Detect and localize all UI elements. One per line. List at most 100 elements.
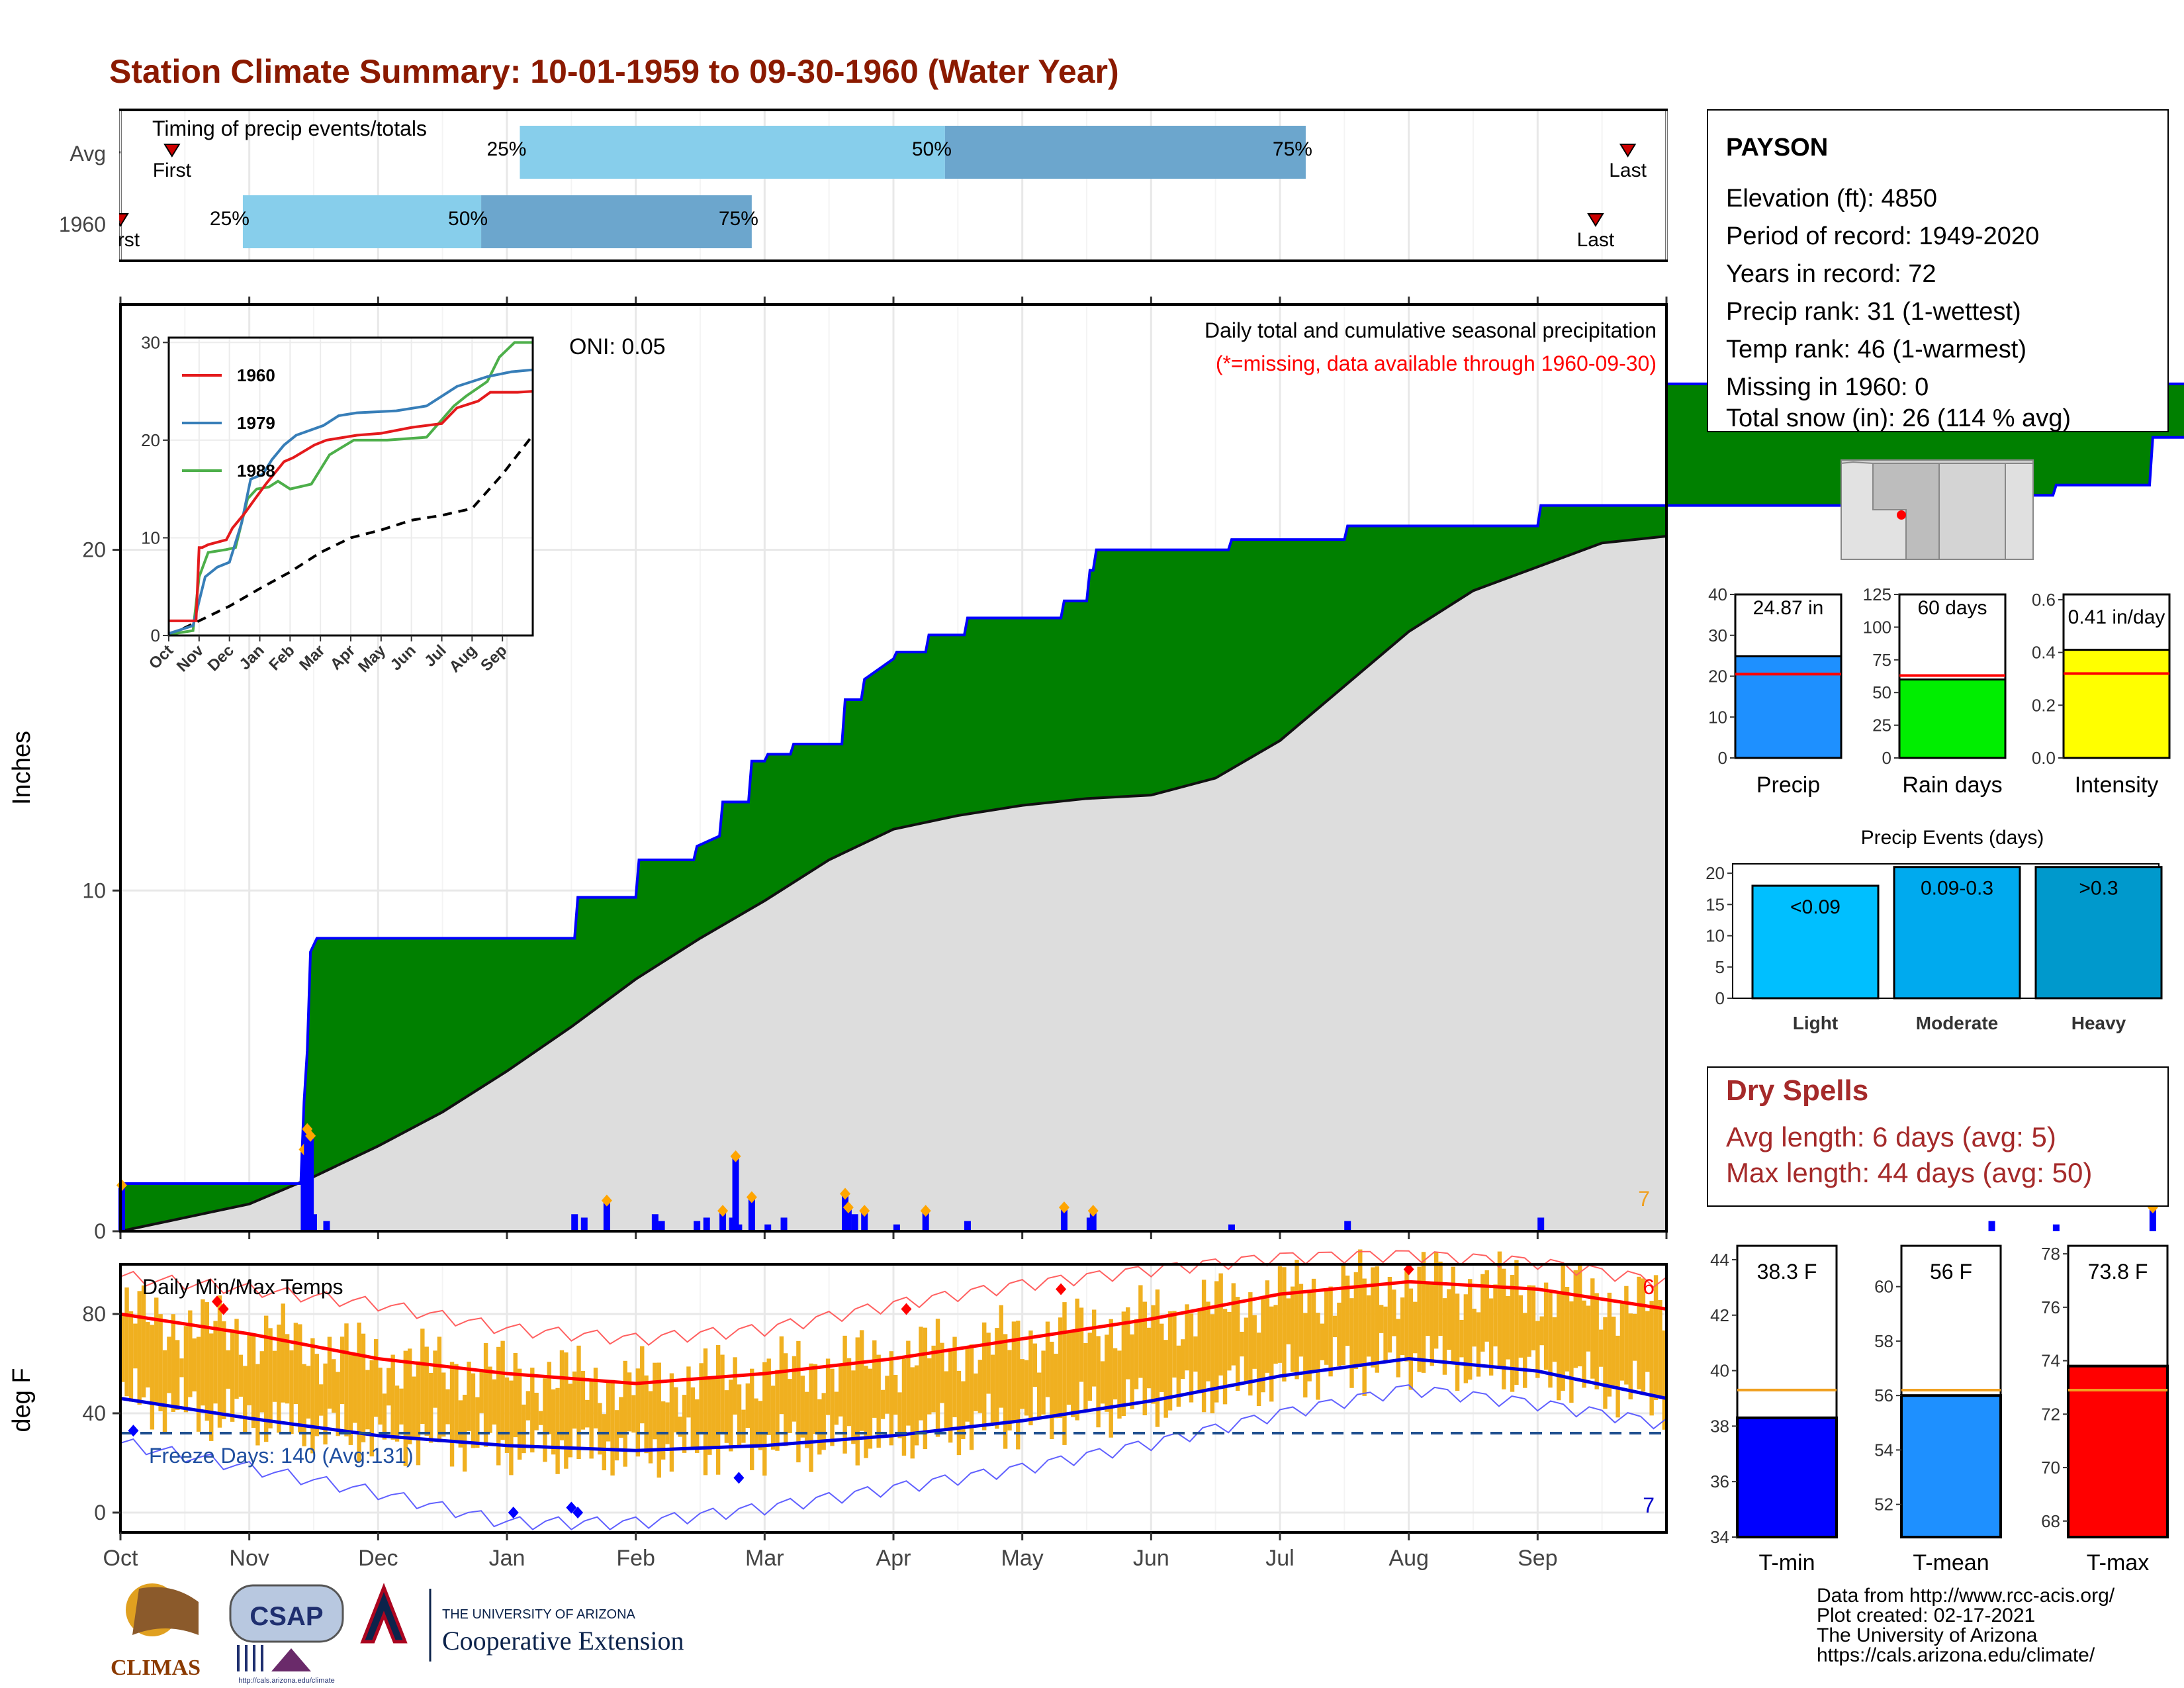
month-label: Sep	[1518, 1546, 1558, 1571]
daily-temp-bar	[665, 1402, 670, 1444]
daily-temp-bar	[1011, 1321, 1017, 1422]
temp-summary-charts: 34 36 38 40 42 44 38.3 F T-min 52 54 56 58 60 56 F T-m…	[1710, 1244, 2169, 1575]
daily-temp-bar	[1438, 1261, 1443, 1336]
daily-temp-bar	[1387, 1276, 1392, 1353]
daily-precip-bar	[732, 1156, 739, 1231]
summary-y-tick-label: 0.6	[2032, 590, 2056, 610]
daily-temp-bar	[927, 1358, 932, 1415]
daily-temp-bar	[1290, 1286, 1295, 1372]
daily-temp-bar	[952, 1336, 957, 1417]
inset-y-tick-label: 10	[141, 528, 160, 547]
daily-temp-bar	[682, 1395, 687, 1453]
dry-spells-title: Dry Spells	[1726, 1074, 1868, 1107]
daily-temp-bar	[318, 1384, 324, 1416]
daily-temp-bar	[1160, 1323, 1164, 1392]
summary-y-tick-label: 0	[1882, 748, 1891, 768]
timing-pct-label: 25%	[210, 208, 250, 230]
daily-temp-bar	[660, 1401, 666, 1460]
daily-temp-bar	[365, 1370, 370, 1430]
station-temp-rank: Temp rank: 46 (1-warmest)	[1726, 336, 2026, 363]
summary-y-tick-label: 100	[1863, 617, 1891, 637]
events-y-tick-label: 10	[1706, 926, 1725, 946]
daily-temp-bar	[1582, 1300, 1586, 1388]
daily-temp-bar	[580, 1371, 586, 1430]
daily-temp-bar	[471, 1373, 476, 1448]
dry-spells-box: Dry Spells Avg length: 6 days (avg: 5) M…	[1707, 1066, 2169, 1207]
record-low-marker	[733, 1472, 745, 1484]
daily-temp-bar	[914, 1365, 919, 1446]
summary-y-tick-label: 75	[1872, 650, 1891, 670]
daily-temp-bar	[314, 1354, 319, 1436]
daily-temp-bar	[749, 1368, 754, 1470]
daily-temp-bar	[171, 1314, 175, 1412]
summary-bar-value	[2062, 649, 2171, 759]
daily-temp-bar	[817, 1399, 822, 1455]
summary-y-tick-label: 0.0	[2032, 748, 2056, 768]
daily-temp-bar	[1535, 1321, 1540, 1378]
summary-bar-value	[1734, 655, 1843, 759]
timing-last-label: Last	[1609, 160, 1647, 181]
daily-temp-bar	[754, 1398, 758, 1448]
timing-bar-50-75	[481, 195, 752, 248]
timing-row-label-1960: 1960	[59, 212, 106, 236]
daily-temp-bar	[403, 1350, 408, 1466]
daily-temp-bar	[1514, 1260, 1519, 1385]
daily-temp-bar	[1603, 1317, 1608, 1409]
daily-precip-bar	[861, 1211, 868, 1231]
station-missing: Missing in 1960: 0	[1726, 373, 1929, 401]
record-low-marker	[128, 1425, 139, 1437]
temp-summary-value-label: 56 F	[1930, 1260, 1972, 1284]
daily-temp-bar	[394, 1385, 400, 1442]
daily-temp-bar	[1548, 1292, 1553, 1388]
daily-temp-bar	[1641, 1278, 1646, 1392]
daily-temp-bar	[1113, 1348, 1118, 1400]
daily-temp-bar	[1244, 1317, 1249, 1382]
daily-temp-bar	[437, 1336, 442, 1442]
daily-temp-bar	[1193, 1336, 1198, 1372]
station-period: Period of record: 1949-2020	[1726, 222, 2039, 250]
month-label: Nov	[229, 1546, 269, 1571]
ua-big-text: Cooperative Extension	[442, 1626, 684, 1656]
daily-temp-bar	[1400, 1297, 1405, 1356]
daily-temp-bar	[483, 1342, 488, 1447]
ua-logo: THE UNIVERSITY OF ARIZONA Cooperative Ex…	[360, 1583, 684, 1662]
daily-precip-bar	[580, 1217, 588, 1231]
daily-temp-bar	[657, 1362, 661, 1478]
precip-event-bar	[1893, 866, 2021, 1000]
footer-source-line-4: https://cals.arizona.edu/climate/	[1817, 1644, 2095, 1666]
daily-temp-bar	[428, 1373, 433, 1443]
daily-temp-bar	[1649, 1301, 1654, 1416]
daily-temp-bar	[1210, 1314, 1215, 1414]
precip-y-tick-label: 10	[82, 878, 106, 902]
daily-temp-bar	[492, 1379, 497, 1425]
daily-temp-bar	[678, 1417, 682, 1437]
daily-temp-bar	[868, 1368, 873, 1449]
daily-temp-bar	[986, 1333, 991, 1394]
page-title: Station Climate Summary: 10-01-1959 to 0…	[109, 53, 1119, 90]
last-marker-icon	[1619, 144, 1637, 158]
record-high-marker	[901, 1303, 912, 1315]
daily-precip-record-marker	[717, 1205, 729, 1217]
climas-logo-text: CLIMAS	[111, 1656, 201, 1680]
daily-temp-bar	[1502, 1268, 1506, 1389]
temp-summary-bar	[1736, 1416, 1838, 1539]
daily-temp-bar	[1320, 1323, 1325, 1360]
temp-summary-y-tick-label: 74	[2041, 1351, 2060, 1371]
last-marker-icon	[1587, 213, 1604, 227]
daily-temp-bar	[162, 1350, 167, 1434]
daily-temp-bar	[1100, 1361, 1105, 1404]
daily-temp-bar	[1016, 1321, 1021, 1450]
daily-temp-bar	[1417, 1266, 1422, 1372]
daily-temp-bar	[538, 1411, 543, 1425]
daily-temp-bar	[1024, 1360, 1029, 1416]
daily-temp-bar	[1091, 1309, 1097, 1387]
month-label: Oct	[103, 1546, 138, 1571]
daily-temp-bar	[416, 1361, 421, 1466]
map-texas	[2005, 463, 2034, 560]
daily-temp-bar	[720, 1354, 725, 1434]
daily-precip-bar	[571, 1214, 578, 1231]
daily-precip-record-marker	[840, 1188, 850, 1200]
temp-y-axis-label: deg F	[8, 1368, 36, 1432]
daily-temp-bar	[348, 1354, 353, 1445]
